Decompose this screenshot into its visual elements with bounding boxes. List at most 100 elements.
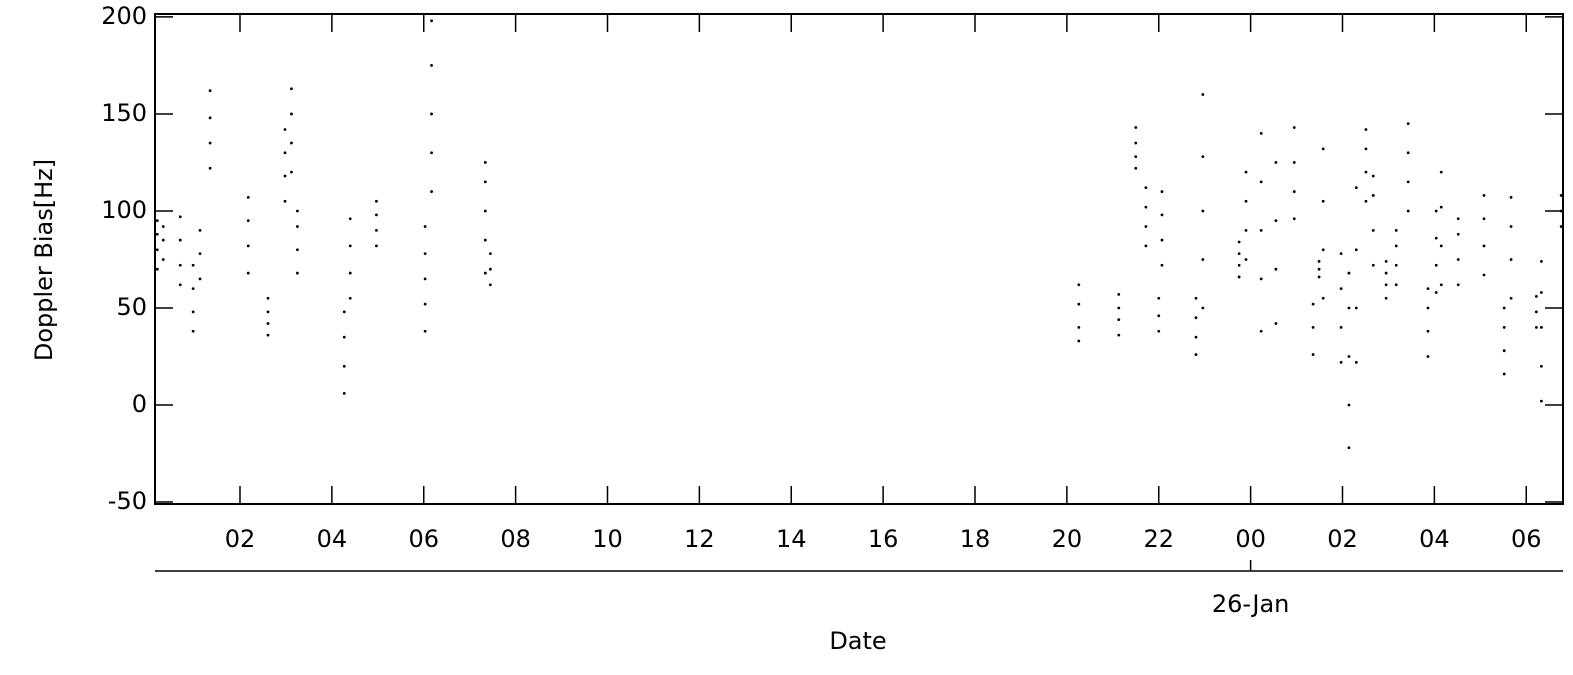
data-point bbox=[1439, 283, 1443, 287]
data-point bbox=[1117, 293, 1121, 296]
data-point bbox=[266, 333, 270, 337]
data-point bbox=[488, 283, 492, 287]
data-point bbox=[1534, 310, 1538, 314]
data-point bbox=[342, 391, 346, 395]
data-point bbox=[1354, 360, 1358, 364]
data-point bbox=[1274, 322, 1278, 325]
data-point bbox=[1502, 306, 1506, 310]
y-tick-label: 50 bbox=[116, 293, 147, 321]
data-point bbox=[488, 252, 492, 256]
data-point bbox=[1534, 294, 1538, 298]
data-point bbox=[290, 87, 293, 91]
data-point bbox=[1394, 263, 1398, 267]
data-point bbox=[1439, 170, 1443, 174]
data-point bbox=[1434, 209, 1438, 213]
data-point bbox=[1259, 329, 1263, 333]
data-point bbox=[1237, 263, 1241, 267]
x-axis-label: Date bbox=[829, 627, 886, 655]
data-point bbox=[1339, 287, 1343, 290]
data-point bbox=[296, 248, 299, 252]
data-point bbox=[208, 89, 212, 93]
x-tick-label: 04 bbox=[317, 525, 348, 553]
data-point bbox=[1509, 225, 1513, 228]
data-point bbox=[348, 271, 352, 275]
data-point bbox=[1371, 263, 1375, 267]
data-point bbox=[1274, 267, 1278, 271]
data-point bbox=[1201, 155, 1205, 159]
x-tick-label: 04 bbox=[1419, 525, 1450, 553]
data-point bbox=[423, 252, 427, 256]
y-tick-label: 150 bbox=[101, 99, 147, 127]
data-point bbox=[1364, 147, 1368, 151]
data-point bbox=[1160, 190, 1164, 193]
data-point bbox=[375, 244, 378, 248]
data-point bbox=[423, 329, 427, 333]
data-point bbox=[1259, 277, 1263, 281]
data-point bbox=[348, 296, 352, 300]
data-point bbox=[1482, 217, 1486, 221]
data-point bbox=[1502, 372, 1506, 376]
data-point bbox=[1317, 267, 1321, 271]
data-point bbox=[1364, 128, 1368, 131]
data-point bbox=[1394, 228, 1398, 232]
data-point bbox=[1354, 306, 1358, 310]
data-point bbox=[155, 219, 159, 223]
data-point bbox=[1157, 314, 1161, 318]
data-point bbox=[1201, 209, 1205, 213]
data-point bbox=[1354, 186, 1358, 190]
data-point bbox=[246, 271, 250, 275]
data-point bbox=[1347, 306, 1351, 310]
data-point bbox=[483, 180, 487, 184]
data-point bbox=[1292, 126, 1296, 129]
data-point bbox=[1406, 180, 1410, 184]
data-point bbox=[430, 190, 433, 193]
data-point bbox=[1077, 302, 1081, 306]
data-point bbox=[1426, 287, 1430, 290]
x-tick-label: 22 bbox=[1143, 525, 1174, 553]
x-tick-label: 02 bbox=[1327, 525, 1358, 553]
data-point bbox=[1426, 329, 1430, 333]
data-point bbox=[483, 161, 487, 164]
data-point bbox=[1540, 399, 1543, 403]
data-point bbox=[1144, 186, 1148, 190]
data-point bbox=[375, 228, 378, 232]
data-point bbox=[296, 271, 299, 275]
data-point bbox=[1317, 275, 1321, 279]
data-point bbox=[1259, 180, 1263, 184]
data-point bbox=[198, 277, 202, 281]
x-tick-label: 08 bbox=[500, 525, 531, 553]
data-point bbox=[1456, 258, 1460, 261]
data-point bbox=[1394, 244, 1398, 248]
data-point bbox=[342, 335, 346, 339]
data-point bbox=[296, 225, 299, 228]
data-point bbox=[1339, 360, 1343, 364]
data-point bbox=[1384, 271, 1388, 275]
data-point bbox=[161, 258, 165, 261]
data-point bbox=[1339, 326, 1343, 329]
data-point bbox=[1482, 273, 1486, 277]
data-point bbox=[1292, 217, 1296, 221]
data-point bbox=[348, 217, 352, 221]
data-point bbox=[1426, 306, 1430, 310]
data-point bbox=[283, 151, 287, 155]
data-point bbox=[423, 302, 427, 306]
data-point bbox=[1259, 228, 1263, 232]
data-point bbox=[1354, 248, 1358, 252]
data-point bbox=[1237, 240, 1241, 244]
data-point bbox=[1117, 333, 1121, 337]
data-point bbox=[178, 283, 182, 287]
data-point bbox=[1201, 306, 1205, 310]
data-point bbox=[1371, 228, 1375, 232]
data-point bbox=[423, 225, 427, 228]
data-point bbox=[1321, 248, 1325, 252]
data-point bbox=[1502, 349, 1506, 353]
plot-frame bbox=[154, 13, 1564, 505]
data-point bbox=[1384, 283, 1388, 287]
data-point bbox=[178, 238, 182, 242]
data-point bbox=[155, 267, 159, 271]
data-point bbox=[1394, 283, 1398, 287]
data-point bbox=[1144, 244, 1148, 248]
data-point bbox=[1274, 161, 1278, 164]
data-point bbox=[1311, 302, 1315, 306]
